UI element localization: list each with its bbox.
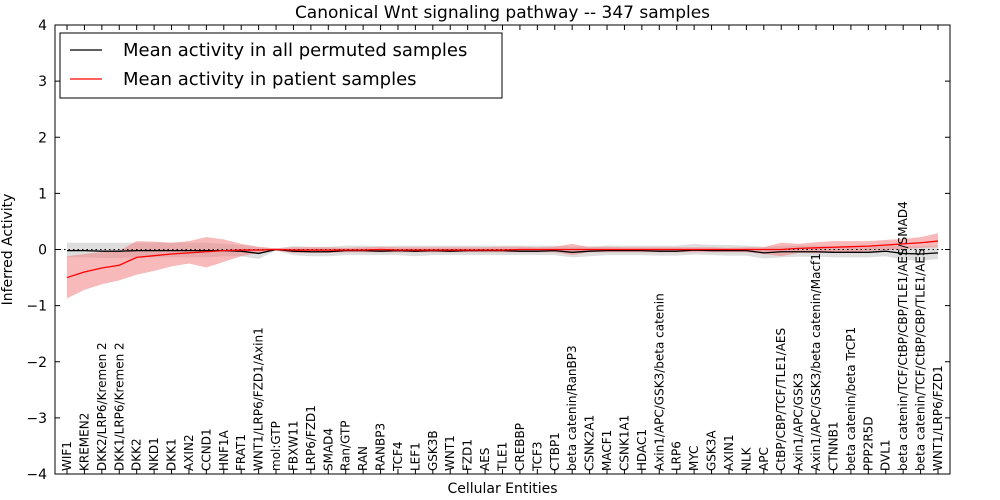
x-tick-label: KREMEN2 <box>77 413 91 471</box>
legend-box <box>59 32 503 99</box>
x-tick-label: GSK3A <box>705 430 719 471</box>
x-tick-label: RANBP3 <box>374 423 388 471</box>
x-tick-label: beta catenin/TCF/CtBP/CBP/TLE1/AES <box>914 248 928 471</box>
x-tick-label: Ran/GTP <box>339 420 353 471</box>
x-tick-label: DKK2 <box>130 438 144 471</box>
x-tick-label: FRAT1 <box>234 434 248 471</box>
x-tick-label: LRP6/FZD1 <box>304 405 318 471</box>
x-tick-label: CSNK1A1 <box>617 415 631 471</box>
x-tick-label: LRP6 <box>670 441 684 471</box>
legend-label-patient: Mean activity in patient samples <box>123 69 417 90</box>
x-tick-label: AXIN2 <box>182 434 196 471</box>
x-tick-label: GSK3B <box>426 430 440 471</box>
x-tick-label: beta catenin/RanBP3 <box>565 345 579 471</box>
x-tick-label: TCF4 <box>391 441 405 472</box>
x-tick-label: beta catenin/beta TrCP1 <box>844 327 858 471</box>
x-tick-label: CTBP1 <box>548 432 562 471</box>
x-tick-label: CtBP/CBP/TCF/TLE1/AES <box>774 328 788 471</box>
x-tick-label: CCND1 <box>199 428 213 471</box>
y-tick-label: −4 <box>26 467 47 483</box>
y-tick-label: 2 <box>38 130 47 146</box>
x-tick-label: FBXW11 <box>286 421 300 472</box>
x-tick-label: CREBBP <box>513 423 527 471</box>
x-tick-label: WNT1/LRP6/FZD1/Axin1 <box>252 327 266 471</box>
x-tick-label: CSNK2A1 <box>583 415 597 471</box>
y-tick-label: −1 <box>26 299 47 315</box>
y-tick-label: 3 <box>38 74 47 90</box>
x-tick-label: NLK <box>739 446 753 471</box>
x-tick-label: AES <box>478 448 492 471</box>
x-tick-label: NKD1 <box>147 437 161 471</box>
x-tick-label: Axin1/APC/GSK3/beta catenin/Macf1 <box>809 253 823 471</box>
x-tick-label: HNF1A <box>217 429 231 471</box>
x-tick-label: SMAD4 <box>321 428 335 471</box>
x-tick-label: MYC <box>687 446 701 471</box>
x-tick-label: DKK2/LRP6/Kremen 2 <box>95 342 109 471</box>
x-tick-label: FZD1 <box>461 439 475 471</box>
x-tick-label: Axin1/APC/GSK3 <box>792 373 806 471</box>
x-tick-label: WNT1/LRP6/FZD1 <box>931 365 945 471</box>
y-tick-label: −3 <box>26 411 47 427</box>
chart-title: Canonical Wnt signaling pathway -- 347 s… <box>295 3 710 23</box>
x-tick-label: MACF1 <box>600 430 614 471</box>
x-tick-label: CTNNB1 <box>826 421 840 471</box>
x-tick-label: DKK1 <box>165 438 179 471</box>
x-tick-label: beta catenin/TCF/CtBP/CBP/TLE1/AES/SMAD4 <box>896 201 910 471</box>
x-tick-label: Axin1/APC/GSK3/beta catenin <box>652 293 666 471</box>
x-tick-label: TLE1 <box>496 442 510 472</box>
legend: Mean activity in all permuted samples Me… <box>59 32 503 99</box>
plot-frame <box>54 24 951 475</box>
x-tick-label: TCF3 <box>530 441 544 472</box>
plot-layer: −4 −3 −2 −1 0 1 2 3 4 WIF1 KREMEN2 DKK2/LRP6/Kremen… <box>26 18 950 483</box>
y-tick-label: −2 <box>26 355 47 371</box>
x-tick-label: LEF1 <box>408 442 422 471</box>
x-tick-label: PPP2R5D <box>861 416 875 471</box>
x-tick-label: mol:GTP <box>269 421 283 471</box>
x-tick-label: APC <box>757 447 771 471</box>
series-line-patient <box>66 240 939 279</box>
x-tick-label: AXIN1 <box>722 434 736 471</box>
x-tick-label: WNT1 <box>443 435 457 471</box>
x-tick-label: RAN <box>356 446 370 471</box>
y-tick-label: 0 <box>38 243 47 259</box>
x-tick-label: DVL1 <box>879 439 893 471</box>
x-tick-label: DKK1/LRP6/Kremen 2 <box>112 342 126 471</box>
x-axis-label: Cellular Entities <box>447 481 557 497</box>
y-tick-label: 4 <box>38 18 47 34</box>
y-tick-label: 1 <box>38 186 47 202</box>
y-axis-label: Inferred Activity <box>0 194 16 306</box>
patient-confidence-band <box>67 233 938 299</box>
x-tick-label: HDAC1 <box>635 429 649 471</box>
x-tick-label: WIF1 <box>60 441 74 471</box>
legend-label-permuted: Mean activity in all permuted samples <box>123 40 467 61</box>
